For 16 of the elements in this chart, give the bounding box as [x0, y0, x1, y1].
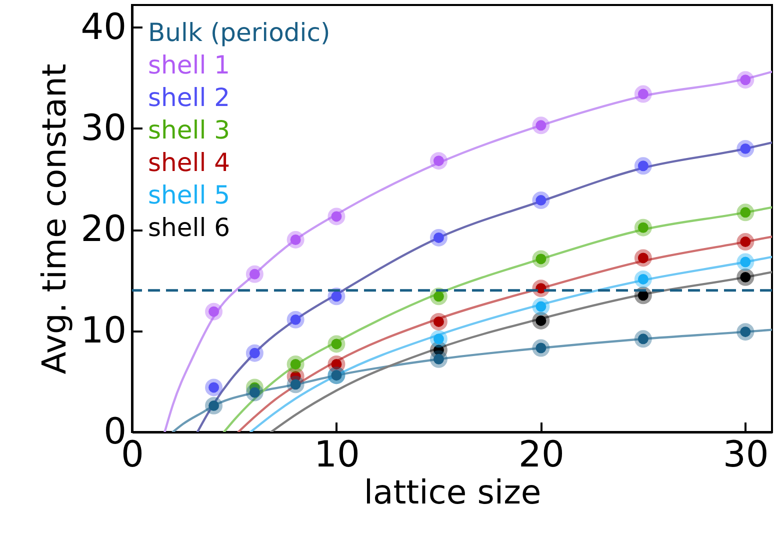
text: shell 1	[148, 50, 230, 80]
x-tick-label: 20	[518, 434, 564, 476]
y-tick-label: 10	[80, 310, 126, 352]
y-tick-label: 40	[80, 6, 126, 48]
x-tick-label: 30	[723, 434, 769, 476]
text: shell 6	[148, 213, 230, 242]
y-tick-label: 20	[80, 209, 126, 250]
text: Bulk (periodic)	[148, 18, 330, 47]
x-tick-label: 10	[314, 434, 360, 476]
x-axis-title: lattice size	[364, 472, 542, 512]
text: shell 2	[148, 83, 230, 112]
y-axis-title: Avg. time constant	[34, 64, 74, 374]
text: shell 3	[148, 116, 230, 144]
text: shell 4	[148, 148, 230, 177]
text: shell 5	[148, 180, 230, 210]
y-tick-label: 30	[80, 108, 126, 149]
